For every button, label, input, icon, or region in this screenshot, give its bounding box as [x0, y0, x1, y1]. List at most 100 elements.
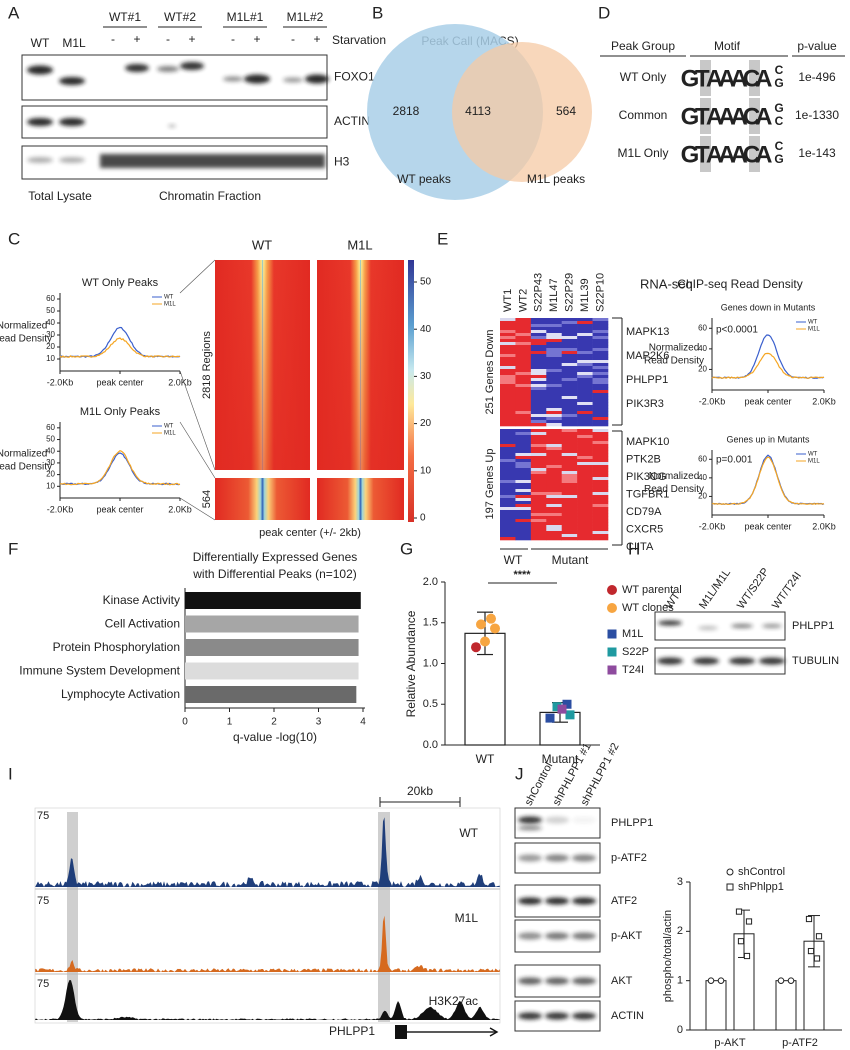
heatmap-cell [592, 342, 609, 346]
heatmap-cell [546, 516, 563, 520]
heatmap-cell [577, 390, 593, 394]
heatmap-cell [561, 408, 578, 412]
heatmap-cell [577, 360, 593, 364]
motif-letter: A [731, 103, 748, 130]
colorbar-label: 40 [420, 324, 432, 335]
heatmap-cell [515, 525, 532, 529]
heatmap-cell [515, 369, 532, 373]
heatmap-cell [561, 327, 578, 331]
heatmap-cell [561, 504, 578, 508]
heatmap-cell [577, 459, 593, 463]
heatmap-cell [530, 462, 547, 466]
blot-band [572, 897, 596, 905]
heatmap-cell [577, 429, 593, 433]
heatmap-cell [530, 513, 547, 517]
heatmap-cell [530, 492, 547, 496]
heatmap-cell [500, 333, 516, 337]
x-tick-label: peak center [96, 377, 143, 387]
profile-curve [711, 334, 825, 379]
heatmap-cell [546, 444, 563, 448]
blot-band [545, 1012, 569, 1020]
blot-frame [514, 807, 601, 839]
blot-band [27, 118, 53, 126]
treatment-label: + [133, 32, 140, 46]
heatmap-cell [592, 351, 609, 355]
connector [179, 421, 216, 479]
gene-label: PIK3R3 [626, 398, 664, 410]
heatmap-cell [561, 510, 578, 514]
heatmap-cell [515, 429, 532, 433]
track-frame [34, 807, 501, 1024]
heatmap-cell [515, 402, 532, 406]
heatmap-cell [561, 537, 578, 541]
heatmap-cell [561, 342, 578, 346]
heatmap-cell [546, 528, 563, 532]
group-label: WT [504, 553, 523, 567]
heatmap-cell [515, 321, 532, 325]
legend-marker [607, 665, 617, 675]
heatmap-cell [577, 321, 593, 325]
bar [185, 615, 359, 633]
treatment-title: Starvation [332, 33, 386, 47]
heatmap-cell [530, 318, 547, 322]
heatmap-cell [592, 519, 609, 523]
y-tick-label: 40 [46, 446, 55, 455]
heatmap-cell [546, 405, 563, 409]
heatmap-cell [515, 471, 532, 475]
panel-letter: F [8, 539, 18, 558]
gene-label: MAPK13 [626, 326, 669, 338]
x-tick-label: peak center [744, 521, 791, 531]
legend-marker [607, 603, 617, 613]
lane-label: M1L/M1L [697, 567, 733, 611]
heatmap-cell [577, 465, 593, 469]
heatmap-cell [500, 498, 516, 502]
heatmap-cell [500, 516, 516, 520]
legend-label: M1L [622, 628, 643, 640]
heatmap-cell [577, 387, 593, 391]
gene-label: PTK2B [626, 453, 661, 465]
bar [705, 980, 727, 1031]
heatmap-cell [500, 495, 516, 499]
fraction-label: Total Lysate [28, 189, 92, 203]
heatmap-cell [592, 474, 609, 478]
heatmap-cell [561, 456, 578, 460]
heatmap-cell [530, 483, 547, 487]
treatment-label: + [313, 32, 320, 46]
heatmap-cell [530, 414, 547, 418]
x-tick-label: peak center [744, 396, 791, 406]
heatmap-cell [546, 462, 563, 466]
panel-letter: H [628, 539, 640, 558]
heatmap-cell [592, 450, 609, 454]
heatmap-cell [592, 366, 609, 370]
legend-label: WT [164, 295, 174, 301]
motif-letter: A [755, 103, 772, 130]
heatmap-fade [215, 260, 310, 470]
panel-letter: A [8, 3, 20, 22]
profile-curve [59, 452, 181, 486]
blot-band [572, 977, 596, 985]
track-max: 75 [37, 978, 49, 990]
heatmap-cell [515, 483, 532, 487]
heatmap-cell [530, 432, 547, 436]
data-point [815, 933, 823, 940]
x-tick-label: 2 [271, 717, 277, 728]
motif-letter: G [681, 65, 700, 92]
sample-label: S22P10 [594, 273, 606, 312]
heatmap-cell [561, 468, 578, 472]
heatmap-cell [515, 453, 532, 457]
heatmap-cell [561, 339, 578, 343]
motif-letter: G [774, 101, 783, 115]
heatmap-cell [530, 372, 547, 376]
y-axis-label: Normalized [0, 449, 47, 460]
row-group: 251 Genes Down [484, 330, 496, 415]
chart-title: Differentially Expressed Genes [193, 550, 358, 564]
heatmap-cell [577, 471, 593, 475]
heatmap-cell [515, 468, 532, 472]
heatmap-cell [592, 363, 609, 367]
heatmap-cell [500, 378, 516, 382]
heatmap-cell [592, 432, 609, 436]
heatmap-cell [515, 486, 532, 490]
heatmap-cell [515, 438, 532, 442]
heatmap-cell [546, 495, 563, 499]
heatmap-cell [546, 318, 563, 322]
